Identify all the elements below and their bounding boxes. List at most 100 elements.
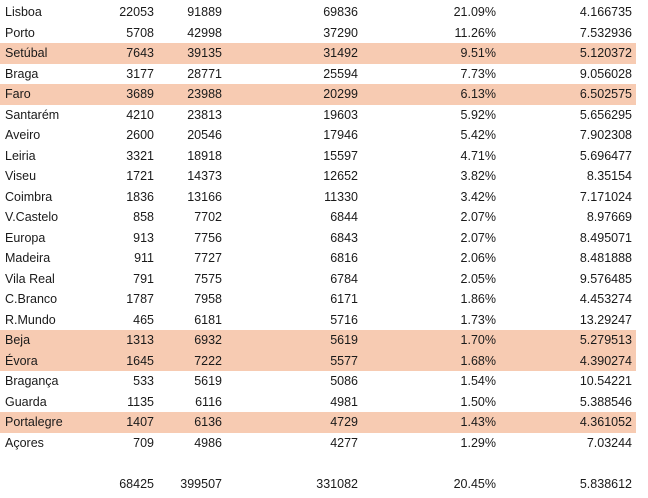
value-b-cell[interactable]: 6116 bbox=[195, 394, 222, 409]
ratio-cell[interactable]: 9.576485 bbox=[579, 271, 632, 286]
value-b-cell[interactable]: 14373 bbox=[187, 169, 222, 183]
totals-row[interactable]: 68425 399507 331082 20.45% 5.838612 bbox=[0, 474, 636, 495]
value-a-cell[interactable]: 1135 bbox=[127, 394, 154, 409]
ratio-cell[interactable]: 13.29247 bbox=[579, 312, 632, 327]
percentage-cell[interactable]: 21.09% bbox=[453, 5, 496, 19]
value-a-cell[interactable]: 1645 bbox=[126, 353, 154, 368]
value-b-cell[interactable]: 6181 bbox=[194, 312, 222, 327]
value-c-cell[interactable]: 5619 bbox=[330, 333, 358, 347]
table-row[interactable]: Viseu 1721 14373 12652 3.82% 8.35154 bbox=[0, 166, 636, 187]
ratio-cell[interactable]: 5.279513 bbox=[579, 333, 632, 347]
value-b-cell[interactable]: 7575 bbox=[194, 271, 222, 286]
table-row[interactable]: Bragança 533 5619 5086 1.54% 10.54221 bbox=[0, 371, 636, 392]
table-row[interactable]: V.Castelo 858 7702 6844 2.07% 8.97669 bbox=[0, 207, 636, 228]
value-c-cell[interactable]: 6784 bbox=[330, 271, 358, 286]
value-a-cell[interactable]: 533 bbox=[133, 374, 154, 388]
ratio-cell[interactable]: 8.481888 bbox=[579, 251, 632, 265]
table-row[interactable]: R.Mundo 465 6181 5716 1.73% 13.29247 bbox=[0, 310, 636, 331]
value-b-cell[interactable]: 7727 bbox=[194, 251, 222, 265]
ratio-cell[interactable]: 4.361052 bbox=[579, 415, 632, 429]
value-a-cell[interactable]: 791 bbox=[133, 271, 154, 286]
value-a-cell[interactable]: 913 bbox=[133, 230, 154, 245]
district-name-cell[interactable]: Santarém bbox=[5, 107, 60, 122]
value-a-cell[interactable]: 858 bbox=[133, 210, 154, 224]
total-value-a-cell[interactable]: 68425 bbox=[119, 477, 154, 491]
value-c-cell[interactable]: 6843 bbox=[330, 230, 358, 245]
percentage-cell[interactable]: 1.73% bbox=[460, 312, 496, 327]
ratio-cell[interactable]: 8.97669 bbox=[586, 210, 632, 224]
value-b-cell[interactable]: 91889 bbox=[187, 5, 222, 19]
table-row-highlighted[interactable]: Setúbal 7643 39135 31492 9.51% 5.120372 bbox=[0, 43, 636, 64]
percentage-cell[interactable]: 3.42% bbox=[460, 189, 496, 204]
ratio-cell[interactable]: 8.35154 bbox=[586, 169, 632, 183]
table-row[interactable]: Santarém 4210 23813 19603 5.92% 5.656295 bbox=[0, 105, 636, 126]
district-name-cell[interactable]: Portalegre bbox=[5, 415, 63, 429]
table-row[interactable]: Porto 5708 42998 37290 11.26% 7.532936 bbox=[0, 23, 636, 44]
value-b-cell[interactable]: 6136 bbox=[194, 415, 222, 429]
total-value-b-cell[interactable]: 399507 bbox=[180, 477, 222, 491]
percentage-cell[interactable]: 6.13% bbox=[460, 87, 496, 101]
percentage-cell[interactable]: 1.29% bbox=[460, 435, 496, 450]
value-c-cell[interactable]: 12652 bbox=[323, 169, 358, 183]
value-c-cell[interactable]: 19603 bbox=[323, 107, 358, 122]
value-c-cell[interactable]: 6844 bbox=[330, 210, 358, 224]
value-b-cell[interactable]: 6932 bbox=[194, 333, 222, 347]
value-c-cell[interactable]: 17946 bbox=[323, 128, 358, 142]
table-row-highlighted[interactable]: Évora 1645 7222 5577 1.68% 4.390274 bbox=[0, 350, 636, 371]
district-name-cell[interactable]: Braga bbox=[5, 66, 39, 81]
district-name-cell[interactable]: V.Castelo bbox=[5, 210, 59, 224]
value-a-cell[interactable]: 911 bbox=[134, 251, 154, 265]
ratio-cell[interactable]: 4.166735 bbox=[579, 5, 632, 19]
value-b-cell[interactable]: 7702 bbox=[194, 210, 222, 224]
value-c-cell[interactable]: 15597 bbox=[323, 148, 358, 163]
district-name-cell[interactable]: Évora bbox=[5, 353, 38, 368]
value-c-cell[interactable]: 20299 bbox=[323, 87, 358, 101]
value-c-cell[interactable]: 37290 bbox=[323, 25, 358, 40]
value-b-cell[interactable]: 5619 bbox=[194, 374, 222, 388]
value-c-cell[interactable]: 4729 bbox=[330, 415, 358, 429]
value-a-cell[interactable]: 2600 bbox=[126, 128, 154, 142]
value-b-cell[interactable]: 13166 bbox=[187, 189, 222, 204]
district-name-cell[interactable]: Coimbra bbox=[5, 189, 53, 204]
district-name-cell[interactable]: Viseu bbox=[5, 169, 37, 183]
value-a-cell[interactable]: 7643 bbox=[126, 46, 154, 60]
total-percentage-cell[interactable]: 20.45% bbox=[453, 477, 496, 491]
district-name-cell[interactable]: Madeira bbox=[5, 251, 51, 265]
ratio-cell[interactable]: 7.902308 bbox=[579, 128, 632, 142]
value-a-cell[interactable]: 3689 bbox=[126, 87, 154, 101]
value-a-cell[interactable]: 1787 bbox=[126, 292, 154, 306]
percentage-cell[interactable]: 5.42% bbox=[460, 128, 496, 142]
value-a-cell[interactable]: 1313 bbox=[126, 333, 154, 347]
percentage-cell[interactable]: 5.92% bbox=[460, 107, 496, 122]
value-b-cell[interactable]: 23813 bbox=[187, 107, 222, 122]
district-name-cell[interactable]: Leiria bbox=[5, 148, 36, 163]
table-row[interactable]: Braga 3177 28771 25594 7.73% 9.056028 bbox=[0, 64, 636, 85]
district-name-cell[interactable]: C.Branco bbox=[5, 292, 58, 306]
value-c-cell[interactable]: 31492 bbox=[323, 46, 358, 60]
ratio-cell[interactable]: 5.388546 bbox=[579, 394, 632, 409]
district-name-cell[interactable]: R.Mundo bbox=[5, 312, 56, 327]
percentage-cell[interactable]: 2.05% bbox=[460, 271, 496, 286]
ratio-cell[interactable]: 5.120372 bbox=[579, 46, 632, 60]
value-b-cell[interactable]: 7958 bbox=[194, 292, 222, 306]
ratio-cell[interactable]: 8.495071 bbox=[579, 230, 632, 245]
ratio-cell[interactable]: 4.453274 bbox=[579, 292, 632, 306]
percentage-cell[interactable]: 2.07% bbox=[460, 210, 496, 224]
table-row[interactable]: C.Branco 1787 7958 6171 1.86% 4.453274 bbox=[0, 289, 636, 310]
value-c-cell[interactable]: 5716 bbox=[330, 312, 358, 327]
percentage-cell[interactable]: 1.70% bbox=[460, 333, 496, 347]
value-a-cell[interactable]: 1836 bbox=[126, 189, 154, 204]
table-row[interactable]: Açores 709 4986 4277 1.29% 7.03244 bbox=[0, 433, 636, 454]
value-a-cell[interactable]: 3177 bbox=[126, 66, 154, 81]
value-a-cell[interactable]: 465 bbox=[133, 312, 154, 327]
table-row[interactable]: Leiria 3321 18918 15597 4.71% 5.696477 bbox=[0, 146, 636, 167]
value-a-cell[interactable]: 709 bbox=[133, 435, 154, 450]
district-name-cell[interactable]: Beja bbox=[5, 333, 31, 347]
percentage-cell[interactable]: 9.51% bbox=[460, 46, 496, 60]
value-b-cell[interactable]: 7222 bbox=[194, 353, 222, 368]
ratio-cell[interactable]: 10.54221 bbox=[579, 374, 632, 388]
percentage-cell[interactable]: 3.82% bbox=[460, 169, 496, 183]
table-row[interactable]: Aveiro 2600 20546 17946 5.42% 7.902308 bbox=[0, 125, 636, 146]
value-b-cell[interactable]: 7756 bbox=[194, 230, 222, 245]
table-row[interactable]: Europa 913 7756 6843 2.07% 8.495071 bbox=[0, 228, 636, 249]
